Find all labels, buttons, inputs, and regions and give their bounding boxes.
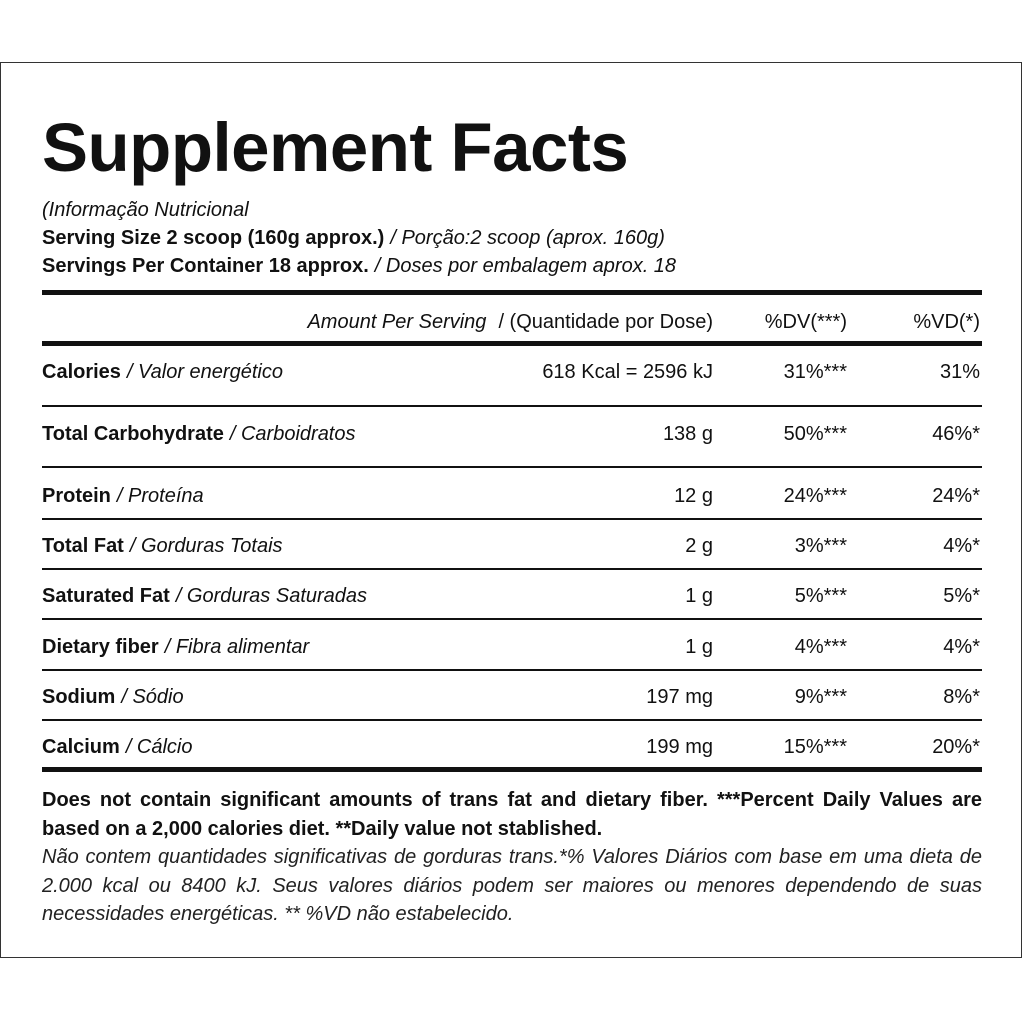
nutrient: Calcium / Cálcio bbox=[42, 733, 193, 761]
daily-value: 15%*** bbox=[783, 736, 847, 758]
header-amount: Amount Per Serving / (Quantidade por Dose… bbox=[307, 308, 713, 336]
row-rule bbox=[42, 405, 982, 407]
serving-size: Serving Size 2 scoop (160g approx.) / Por… bbox=[42, 224, 665, 252]
daily-value: 9%*** bbox=[794, 686, 847, 708]
thick-rule bbox=[42, 767, 982, 772]
header-vd: %VD(*) bbox=[913, 311, 980, 333]
amount: 12 g bbox=[674, 485, 713, 507]
daily-value: 24%*** bbox=[783, 485, 847, 507]
amount: 2 g bbox=[685, 535, 713, 557]
row-rule bbox=[42, 466, 982, 468]
nutrient-name: Calories bbox=[42, 361, 121, 383]
nutrient-translation: / Valor energético bbox=[126, 361, 283, 383]
amount: 1 g bbox=[685, 585, 713, 607]
nutrient-name: Sodium bbox=[42, 686, 116, 708]
amount: 197 mg bbox=[646, 686, 713, 708]
valor-diario: 8%* bbox=[943, 686, 980, 708]
nutrient-name: Saturated Fat bbox=[42, 585, 170, 607]
nutrient-translation: / Cálcio bbox=[125, 736, 193, 758]
info: (Informação Nutricional bbox=[42, 199, 249, 221]
thick-rule bbox=[42, 341, 982, 346]
footer-portuguese: Não contem quantidades significativas de… bbox=[42, 846, 982, 925]
thick-rule bbox=[42, 290, 982, 295]
row-rule bbox=[42, 719, 982, 721]
title: Supplement Facts bbox=[42, 109, 629, 186]
valor-diario: 24%* bbox=[932, 485, 980, 507]
nutrient-translation: / Sódio bbox=[121, 686, 184, 708]
nutrient-translation: / Carboidratos bbox=[229, 423, 356, 445]
servings-per-container: Servings Per Container 18 approx. / Doses… bbox=[42, 252, 676, 280]
servings-label: Servings Per Container 18 approx. bbox=[42, 255, 369, 277]
daily-value: 50%*** bbox=[783, 423, 847, 445]
nutrient-translation: / Proteína bbox=[116, 485, 204, 507]
valor-diario: 5%* bbox=[943, 585, 980, 607]
nutrient-translation: / Fibra alimentar bbox=[164, 636, 310, 658]
nutrient-name: Total Fat bbox=[42, 535, 124, 557]
daily-value: 5%*** bbox=[794, 585, 847, 607]
nutrient-name: Total Carbohydrate bbox=[42, 423, 224, 445]
nutrient: Protein / Proteína bbox=[42, 482, 204, 510]
header-amount-en: Amount Per Serving bbox=[307, 311, 487, 333]
daily-value: 3%*** bbox=[794, 535, 847, 557]
amount: 618 Kcal = 2596 kJ bbox=[542, 361, 713, 383]
valor-diario: 4%* bbox=[943, 636, 980, 658]
nutrient: Saturated Fat / Gorduras Saturadas bbox=[42, 582, 367, 610]
nutrient-translation: / Gorduras Totais bbox=[129, 535, 283, 557]
serving-size-label: Serving Size 2 scoop (160g approx.) bbox=[42, 227, 385, 249]
label-frame bbox=[0, 62, 1022, 958]
valor-diario: 20%* bbox=[932, 736, 980, 758]
row-rule bbox=[42, 618, 982, 620]
amount: 199 mg bbox=[646, 736, 713, 758]
header-amount-pt: / (Quantidade por Dose) bbox=[498, 311, 713, 333]
nutrient-name: Calcium bbox=[42, 736, 120, 758]
nutrient: Total Carbohydrate / Carboidratos bbox=[42, 420, 356, 448]
servings-translation: / Doses por embalagem aprox. 18 bbox=[374, 255, 677, 277]
footer-english: Does not contain significant amounts of … bbox=[42, 789, 982, 840]
header-dv: %DV(***) bbox=[764, 311, 847, 333]
nutrient: Total Fat / Gorduras Totais bbox=[42, 532, 283, 560]
amount: 1 g bbox=[685, 636, 713, 658]
nutrient: Dietary fiber / Fibra alimentar bbox=[42, 633, 309, 661]
nutrient-name: Protein bbox=[42, 485, 111, 507]
nutrient: Sodium / Sódio bbox=[42, 683, 184, 711]
valor-diario: 31% bbox=[939, 361, 980, 383]
row-rule bbox=[42, 518, 982, 520]
valor-diario: 4%* bbox=[943, 535, 980, 557]
row-rule bbox=[42, 669, 982, 671]
nutrient-translation: / Gorduras Saturadas bbox=[175, 585, 368, 607]
row-rule bbox=[42, 568, 982, 570]
daily-value: 4%*** bbox=[794, 636, 847, 658]
daily-value: 31%*** bbox=[783, 361, 847, 383]
amount: 138 g bbox=[662, 423, 713, 445]
nutrient-name: Dietary fiber bbox=[42, 636, 159, 658]
nutrient: Calories / Valor energético bbox=[42, 358, 283, 386]
serving-size-translation: / Porção:2 scoop (aprox. 160g) bbox=[390, 227, 665, 249]
valor-diario: 46%* bbox=[932, 423, 980, 445]
